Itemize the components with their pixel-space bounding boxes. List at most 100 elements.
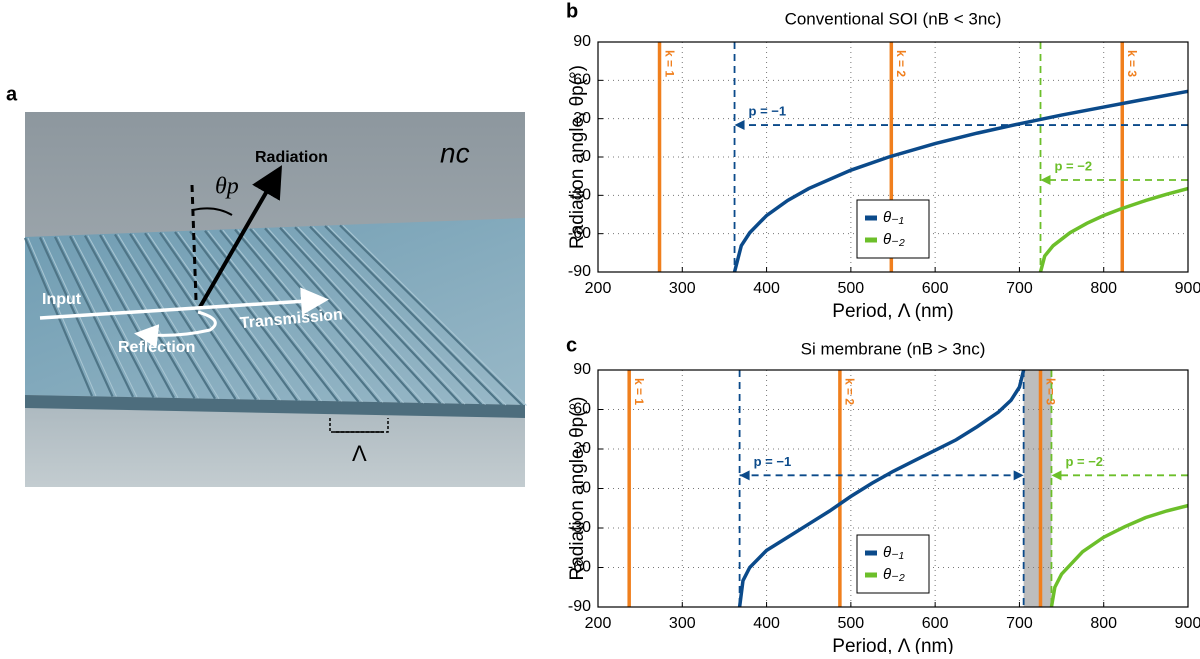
y-tick-label: -90 bbox=[568, 598, 591, 615]
groove bbox=[249, 228, 401, 404]
series-line bbox=[1049, 503, 1189, 608]
y-tick-label: -30 bbox=[568, 519, 591, 536]
x-tick-label: 200 bbox=[585, 280, 612, 297]
shaded-band bbox=[1023, 370, 1052, 607]
groove-highlight bbox=[327, 225, 507, 406]
y-tick-label: 90 bbox=[573, 33, 591, 50]
groove bbox=[234, 228, 380, 404]
input-label: Input bbox=[42, 291, 82, 308]
x-tick-label: 400 bbox=[753, 280, 780, 297]
groove-highlight bbox=[297, 226, 466, 405]
reflection-label: Reflection bbox=[118, 339, 195, 356]
x-tick-label: 300 bbox=[669, 280, 696, 297]
x-tick-label: 600 bbox=[922, 615, 949, 632]
groove-highlight bbox=[342, 225, 527, 406]
groove bbox=[144, 232, 257, 401]
x-tick-label: 400 bbox=[753, 615, 780, 632]
y-axis-label: Radiation angle, θp(°) bbox=[567, 397, 588, 581]
groove-highlight bbox=[147, 232, 261, 400]
x-tick-label: 900 bbox=[1175, 615, 1200, 632]
period-label: Λ bbox=[352, 441, 367, 466]
groove bbox=[69, 235, 155, 398]
y-tick-label: 0 bbox=[582, 148, 591, 165]
groove bbox=[99, 234, 196, 399]
order-label: k = 2 bbox=[843, 378, 857, 405]
y-tick-label: -90 bbox=[568, 263, 591, 280]
legend-box bbox=[856, 534, 930, 594]
y-tick-label: 30 bbox=[573, 440, 591, 457]
plot-frame bbox=[597, 41, 1189, 273]
x-tick-label: 300 bbox=[669, 615, 696, 632]
groove-highlight bbox=[72, 235, 158, 398]
x-tick-label: 800 bbox=[1090, 280, 1117, 297]
groove bbox=[84, 235, 175, 399]
order-label: k = 3 bbox=[1125, 50, 1139, 77]
arrow-head bbox=[734, 120, 745, 131]
series-line bbox=[732, 89, 1189, 273]
radiation-label: Radiation bbox=[255, 149, 328, 166]
cladding-label: nc bbox=[440, 137, 470, 168]
groove-highlight bbox=[192, 231, 322, 402]
y-tick-label: -30 bbox=[568, 187, 591, 204]
groove-highlight bbox=[117, 234, 220, 399]
groove-highlight bbox=[312, 226, 486, 405]
groove-highlight bbox=[267, 228, 425, 404]
plot-frame bbox=[597, 369, 1189, 608]
order-label: k = 3 bbox=[1043, 378, 1057, 405]
groove bbox=[264, 227, 421, 404]
x-tick-label: 500 bbox=[838, 280, 865, 297]
x-tick-label: 600 bbox=[922, 280, 949, 297]
order-label: k = 1 bbox=[632, 378, 646, 405]
y-tick-label: 60 bbox=[573, 401, 591, 418]
y-tick-label: 30 bbox=[573, 110, 591, 127]
groove-highlight bbox=[132, 233, 240, 400]
groove-highlight bbox=[177, 231, 302, 401]
groove-highlight bbox=[102, 234, 199, 399]
groove-highlight bbox=[282, 227, 445, 404]
order-label: k = 2 bbox=[894, 50, 908, 77]
y-tick-label: 0 bbox=[582, 480, 591, 497]
groove-highlight bbox=[237, 229, 384, 403]
legend-label: θ₋₁ bbox=[883, 544, 904, 561]
groove bbox=[324, 225, 503, 406]
order-label: k = 1 bbox=[662, 50, 676, 77]
x-axis-label: Period, Λ (nm) bbox=[832, 301, 953, 322]
groove-highlight bbox=[252, 228, 404, 404]
y-axis-label: Radiation angle, θp(°) bbox=[567, 65, 588, 249]
groove bbox=[114, 233, 216, 400]
arrow-label: p = −2 bbox=[1065, 454, 1103, 469]
panel-label: b bbox=[566, 0, 578, 22]
groove-highlight bbox=[162, 232, 281, 401]
radiation-arrow bbox=[198, 165, 283, 309]
legend-label: θ₋₂ bbox=[883, 566, 905, 583]
x-tick-label: 200 bbox=[585, 615, 612, 632]
input-arrow bbox=[39, 287, 329, 320]
groove bbox=[339, 224, 524, 407]
legend-label: θ₋₁ bbox=[883, 209, 904, 226]
groove-highlight bbox=[222, 229, 363, 403]
x-tick-label: 800 bbox=[1090, 615, 1117, 632]
arrow-head bbox=[1013, 470, 1024, 481]
x-axis-label: Period, Λ (nm) bbox=[832, 636, 953, 654]
y-tick-label: -60 bbox=[568, 225, 591, 242]
groove bbox=[129, 233, 237, 400]
series-line bbox=[1038, 186, 1189, 273]
groove bbox=[294, 226, 462, 405]
arrow-head bbox=[1051, 470, 1062, 481]
groove bbox=[279, 227, 442, 405]
groove bbox=[309, 225, 483, 406]
y-tick-label: 60 bbox=[573, 72, 591, 89]
chart-title: Conventional SOI (nB < 3nc) bbox=[785, 9, 1002, 28]
x-tick-label: 700 bbox=[1006, 615, 1033, 632]
illustration: Radiation θp nc Input Reflection Transmi… bbox=[23, 112, 527, 487]
groove bbox=[189, 230, 319, 402]
groove-highlight bbox=[87, 235, 179, 399]
angle-arc bbox=[192, 207, 233, 216]
arrow-head bbox=[739, 470, 750, 481]
groove-highlight bbox=[207, 230, 343, 402]
groove bbox=[219, 229, 360, 403]
legend-label: θ₋₂ bbox=[883, 231, 905, 248]
panel-label: a bbox=[6, 83, 18, 105]
chart-title: Si membrane (nB > 3nc) bbox=[801, 339, 986, 358]
arrow-label: p = −1 bbox=[754, 454, 792, 469]
